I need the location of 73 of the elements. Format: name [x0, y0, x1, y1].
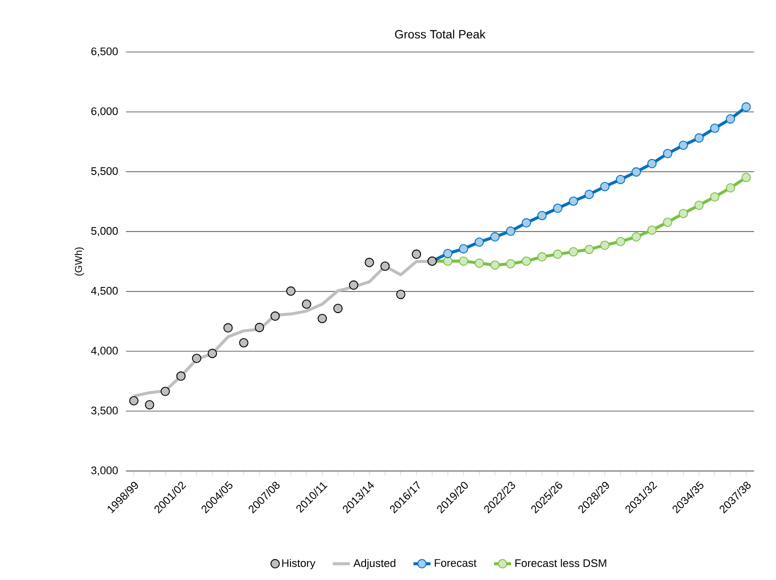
point — [380, 262, 390, 271]
point — [742, 172, 751, 182]
y-tick-label: 4,500 — [91, 286, 118, 296]
point — [443, 256, 453, 266]
legend-label: Forecast less DSM — [515, 558, 606, 568]
point — [318, 314, 327, 324]
point — [349, 280, 358, 290]
point — [458, 244, 468, 254]
point — [286, 286, 296, 296]
point — [239, 338, 248, 348]
chart-title: Gross Total Peak — [395, 30, 486, 38]
point — [144, 400, 154, 410]
point — [223, 323, 233, 332]
point — [396, 290, 406, 300]
legend-label: Adjusted — [353, 558, 396, 570]
point — [129, 396, 138, 406]
point — [663, 148, 672, 158]
y-tick-label: 6,000 — [91, 107, 118, 116]
y-tick-label: 5,000 — [91, 227, 118, 236]
point — [742, 102, 751, 112]
point — [647, 225, 657, 235]
point — [364, 258, 374, 268]
point — [443, 248, 453, 258]
point — [333, 304, 343, 314]
point — [694, 200, 704, 210]
point — [584, 244, 594, 254]
point — [412, 250, 422, 259]
y-tick-label: 3,000 — [91, 466, 118, 476]
point — [192, 354, 202, 363]
point — [490, 260, 500, 270]
point — [632, 167, 641, 177]
point — [176, 371, 186, 381]
point — [663, 218, 672, 227]
point — [616, 174, 626, 184]
point — [726, 183, 736, 193]
point — [678, 208, 688, 218]
legend-label: History — [282, 558, 316, 570]
point — [600, 182, 610, 192]
legend-label: Forecast — [434, 559, 476, 567]
point — [254, 322, 264, 332]
point — [568, 247, 578, 256]
point — [474, 237, 484, 247]
point — [506, 259, 516, 268]
point — [616, 236, 626, 246]
point — [710, 124, 720, 133]
point — [458, 256, 468, 266]
point — [553, 250, 562, 259]
point — [553, 204, 562, 213]
point — [522, 256, 532, 266]
point — [270, 311, 280, 321]
point — [537, 210, 547, 220]
y-tick-label: 6,500 — [91, 47, 118, 57]
point — [726, 114, 736, 124]
point — [208, 348, 217, 358]
y-tick-label: 5,500 — [91, 167, 118, 176]
point — [490, 232, 500, 242]
y-tick-label: 3,500 — [91, 406, 118, 416]
point — [584, 190, 594, 200]
point — [568, 196, 578, 206]
point — [694, 133, 704, 143]
point — [474, 258, 484, 268]
point — [302, 299, 312, 309]
point — [522, 218, 532, 228]
point — [160, 386, 170, 396]
point — [678, 140, 688, 150]
point — [647, 158, 657, 168]
point — [537, 252, 547, 262]
y-tick-label: 4,000 — [91, 346, 118, 356]
point — [710, 192, 720, 202]
point — [506, 226, 516, 236]
y-axis-title: (GWh) — [74, 247, 84, 276]
point — [632, 232, 641, 242]
point — [600, 240, 610, 250]
